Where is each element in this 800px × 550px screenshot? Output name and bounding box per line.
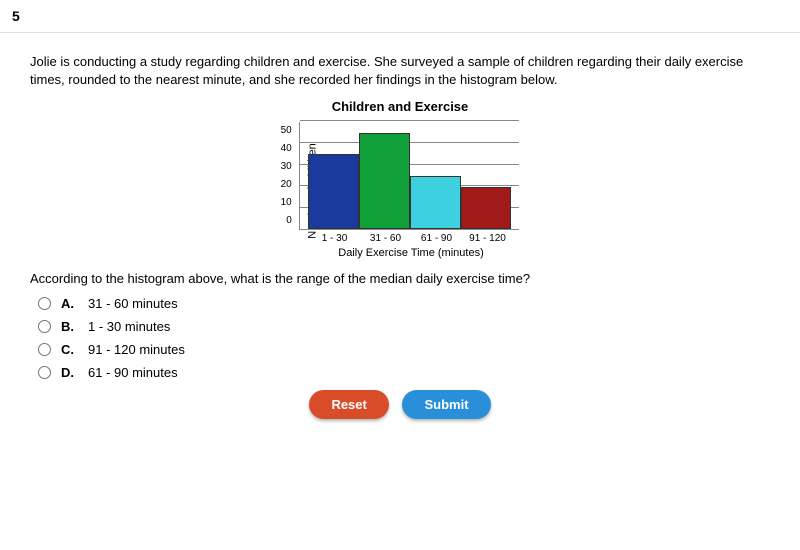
bar-91-120 [461,187,512,230]
question-number: 5 [12,8,20,24]
x-axis-ticks: 1 - 30 31 - 60 61 - 90 91 - 120 [301,233,521,244]
button-row: Reset Submit [30,390,770,419]
option-label: B. [61,319,74,334]
reset-button[interactable]: Reset [309,390,388,419]
radio-c[interactable] [38,343,51,356]
option-text: 91 - 120 minutes [88,342,185,357]
xtick: 91 - 120 [462,233,513,244]
xtick: 31 - 60 [360,233,411,244]
bars-group [300,122,519,229]
ytick: 10 [281,194,296,212]
radio-d[interactable] [38,366,51,379]
question-header: 5 [0,0,800,33]
question-text: According to the histogram above, what i… [30,271,770,286]
ytick: 50 [281,122,296,140]
y-axis-ticks: 50 40 30 20 10 0 [281,122,296,230]
ytick: 0 [281,212,296,230]
option-d[interactable]: D. 61 - 90 minutes [38,365,770,380]
submit-button[interactable]: Submit [402,390,490,419]
option-text: 61 - 90 minutes [88,365,178,380]
option-text: 1 - 30 minutes [88,319,170,334]
option-a[interactable]: A. 31 - 60 minutes [38,296,770,311]
chart-title: Children and Exercise [30,99,770,114]
options-group: A. 31 - 60 minutes B. 1 - 30 minutes C. … [38,296,770,380]
gridline [300,120,519,121]
option-text: 31 - 60 minutes [88,296,178,311]
x-axis-label: Daily Exercise Time (minutes) [301,247,521,259]
ytick: 20 [281,176,296,194]
chart-area: Number of Children 50 40 30 20 10 0 [279,122,521,259]
radio-b[interactable] [38,320,51,333]
bar-31-60 [359,133,410,229]
option-label: C. [61,342,74,357]
radio-a[interactable] [38,297,51,310]
option-label: D. [61,365,74,380]
option-label: A. [61,296,74,311]
option-b[interactable]: B. 1 - 30 minutes [38,319,770,334]
ytick: 30 [281,158,296,176]
option-c[interactable]: C. 91 - 120 minutes [38,342,770,357]
question-content: Jolie is conducting a study regarding ch… [0,33,800,429]
chart-plot [299,122,519,230]
bar-1-30 [308,154,359,229]
xtick: 61 - 90 [411,233,462,244]
chart-container: Children and Exercise Number of Children… [30,99,770,259]
bar-61-90 [410,176,461,230]
ytick: 40 [281,140,296,158]
question-prompt: Jolie is conducting a study regarding ch… [30,53,770,89]
